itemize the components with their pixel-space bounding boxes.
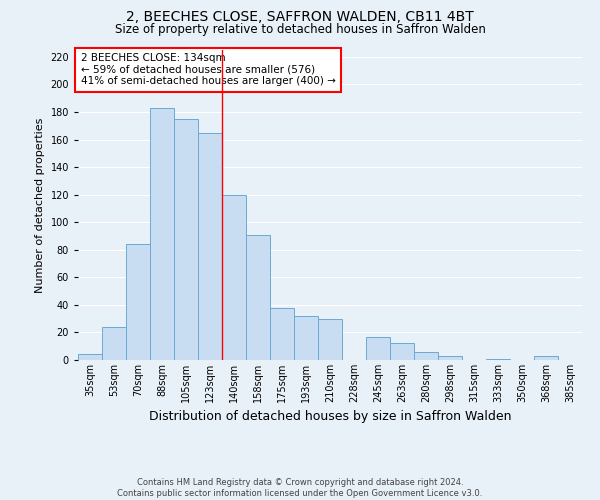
X-axis label: Distribution of detached houses by size in Saffron Walden: Distribution of detached houses by size … [149, 410, 511, 424]
Bar [438, 356, 462, 360]
Bar [294, 316, 318, 360]
Text: 2 BEECHES CLOSE: 134sqm
← 59% of detached houses are smaller (576)
41% of semi-d: 2 BEECHES CLOSE: 134sqm ← 59% of detache… [80, 53, 335, 86]
Bar [270, 308, 294, 360]
Y-axis label: Number of detached properties: Number of detached properties [35, 118, 45, 292]
Bar [390, 344, 414, 360]
Bar [246, 234, 270, 360]
Bar [318, 318, 342, 360]
Bar [534, 356, 558, 360]
Bar [366, 336, 390, 360]
Bar [174, 119, 198, 360]
Bar [198, 132, 222, 360]
Bar [102, 327, 126, 360]
Bar [150, 108, 174, 360]
Bar [78, 354, 102, 360]
Text: 2, BEECHES CLOSE, SAFFRON WALDEN, CB11 4BT: 2, BEECHES CLOSE, SAFFRON WALDEN, CB11 4… [126, 10, 474, 24]
Bar [222, 194, 246, 360]
Bar [126, 244, 150, 360]
Bar [486, 358, 510, 360]
Text: Contains HM Land Registry data © Crown copyright and database right 2024.
Contai: Contains HM Land Registry data © Crown c… [118, 478, 482, 498]
Text: Size of property relative to detached houses in Saffron Walden: Size of property relative to detached ho… [115, 22, 485, 36]
Bar [414, 352, 438, 360]
